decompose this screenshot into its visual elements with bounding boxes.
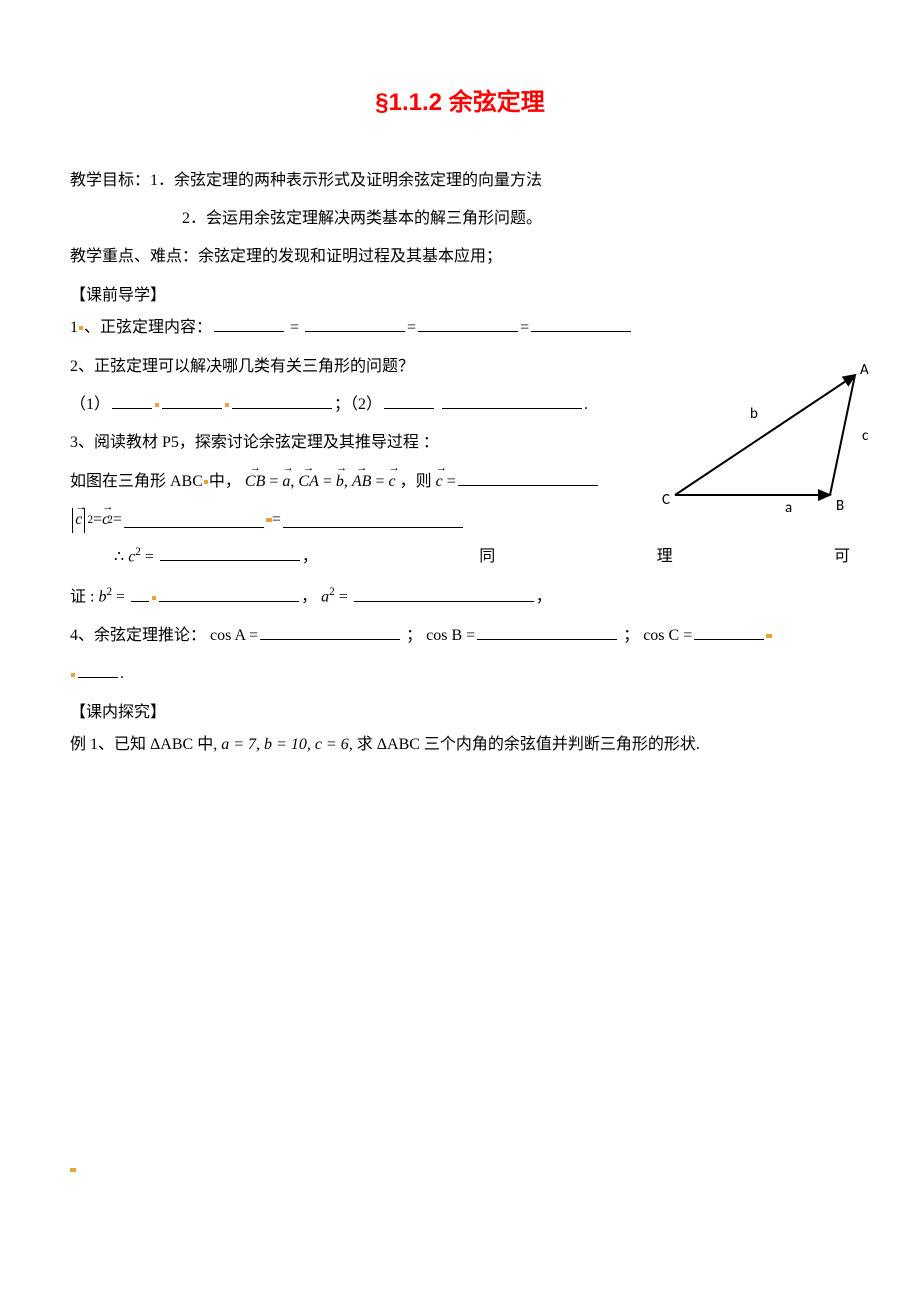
vertex-c-label: C bbox=[662, 491, 670, 509]
vector-ab: →AB bbox=[352, 467, 372, 497]
vector-c-mag: →c bbox=[75, 505, 82, 535]
vertex-a-label: A bbox=[860, 361, 869, 379]
blank-field bbox=[112, 393, 152, 409]
same-reason-1: 同 bbox=[479, 542, 495, 572]
cos-c: ； cos C = bbox=[623, 627, 692, 644]
objective-1: 1．余弦定理的两种表示形式及证明余弦定理的向量方法 bbox=[150, 172, 542, 189]
equals-sign: = bbox=[269, 473, 282, 490]
equals-sign: = bbox=[520, 319, 529, 336]
accent-dot-icon bbox=[155, 403, 159, 407]
question-1: 1 、正弦定理内容： = = = bbox=[70, 313, 850, 343]
blank-field bbox=[131, 586, 149, 602]
triangle-diagram: A B C b c a bbox=[660, 360, 890, 530]
blank-field bbox=[283, 512, 463, 528]
vector-ca: →CA bbox=[298, 467, 318, 497]
a-squared: a bbox=[321, 589, 329, 606]
blank-field bbox=[384, 393, 434, 409]
side-a-label: a bbox=[785, 499, 792, 517]
ex1-triangle-2: ΔABC bbox=[377, 736, 420, 753]
accent-dot-icon bbox=[204, 480, 208, 484]
abs-bar-icon bbox=[72, 508, 73, 534]
accent-dot-icon bbox=[766, 634, 772, 638]
side-b-label: b bbox=[750, 405, 758, 423]
equals-sign: = bbox=[407, 319, 416, 336]
same-reason-3: 可 bbox=[834, 542, 850, 572]
blank-field bbox=[232, 393, 332, 409]
vector-c-sq: →c bbox=[102, 505, 109, 535]
accent-dot-icon bbox=[152, 596, 156, 600]
objectives-label: 教学目标： bbox=[70, 172, 150, 189]
ex1-values: a = 7, b = 10, c = 6, bbox=[221, 736, 353, 753]
q3-then: ，则 bbox=[400, 473, 432, 490]
blank-field bbox=[160, 545, 300, 561]
prelearn-heading: 【课前导学】 bbox=[70, 281, 850, 311]
equals-sign: = bbox=[323, 473, 336, 490]
inclass-heading: 【课内探究】 bbox=[70, 698, 850, 728]
blank-field bbox=[124, 512, 264, 528]
blank-field bbox=[214, 316, 284, 332]
doc-title: §1.1.2 余弦定理 bbox=[70, 80, 850, 126]
ex1-mid: 中, bbox=[197, 736, 217, 753]
blank-field bbox=[162, 393, 222, 409]
prove-label: 证 : bbox=[70, 589, 94, 606]
q1-text: 、正弦定理内容： bbox=[84, 319, 212, 336]
example-1: 例 1、已知 ΔABC 中, a = 7, b = 10, c = 6, 求 Δ… bbox=[70, 730, 850, 760]
equals-sign: = bbox=[272, 505, 281, 535]
objective-2: 2．会运用余弦定理解决两类基本的解三角形问题。 bbox=[70, 204, 850, 234]
vertex-b-label: B bbox=[836, 497, 844, 515]
blank-field bbox=[159, 586, 299, 602]
accent-dot-icon bbox=[225, 403, 229, 407]
same-reason-2: 理 bbox=[657, 542, 673, 572]
q1-num: 1 bbox=[70, 319, 78, 336]
therefore-symbol: ∴ bbox=[114, 548, 124, 565]
prove-row: 证 : b2 = ， a2 = ， bbox=[70, 582, 850, 613]
equals-sign: = bbox=[113, 505, 122, 535]
blank-field bbox=[531, 316, 631, 332]
vector-a: →a bbox=[282, 467, 290, 497]
blank-field bbox=[78, 662, 118, 678]
edge-ba bbox=[830, 375, 855, 495]
ex1-triangle: ΔABC bbox=[150, 736, 193, 753]
blank-field bbox=[442, 393, 582, 409]
q3-mid-text: 中， bbox=[209, 473, 241, 490]
blank-field bbox=[260, 624, 400, 640]
blank-field bbox=[458, 470, 598, 486]
equals-sign: = bbox=[93, 505, 102, 535]
vector-c: →c bbox=[388, 467, 395, 497]
keypoints: 教学重点、难点：余弦定理的发现和证明过程及其基本应用； bbox=[70, 242, 850, 272]
q4-pre: 4、余弦定理推论： bbox=[70, 627, 206, 644]
accent-dot-icon bbox=[79, 326, 83, 330]
blank-field bbox=[354, 586, 534, 602]
cos-a: cos A = bbox=[210, 627, 258, 644]
question-4-cont: . bbox=[70, 659, 850, 689]
vector-cb: →CB bbox=[245, 467, 265, 497]
q2-sub2-label: ；（2） bbox=[334, 396, 382, 413]
question-4: 4、余弦定理推论： cos A = ； cos B = ； cos C = bbox=[70, 621, 850, 651]
blank-field bbox=[694, 624, 764, 640]
side-c-label: c bbox=[862, 427, 869, 445]
period: . bbox=[120, 665, 124, 682]
accent-dot-icon bbox=[71, 673, 75, 677]
blank-field bbox=[418, 316, 518, 332]
vector-c-rhs: →c bbox=[436, 467, 443, 497]
vector-b: →b bbox=[336, 467, 344, 497]
ex1-pre: 例 1、已知 bbox=[70, 736, 146, 753]
accent-dot-icon bbox=[70, 1168, 76, 1172]
q3-pre-text: 如图在三角形 ABC bbox=[70, 473, 203, 490]
figure-region: A B C b c a （1）；（2） . 3、阅读教材 P5，探索讨论余弦定理… bbox=[70, 390, 850, 536]
therefore-row: ∴ c2 = ， 同 理 可 bbox=[70, 542, 850, 573]
ex1-post: 三个内角的余弦值并判断三角形的形状. bbox=[424, 736, 700, 753]
blank-field bbox=[477, 624, 617, 640]
q2-sub1-label: （1） bbox=[70, 396, 110, 413]
cos-b: ； cos B = bbox=[406, 627, 475, 644]
equals-sign: = bbox=[290, 319, 303, 336]
objectives-line-1: 教学目标：1．余弦定理的两种表示形式及证明余弦定理的向量方法 bbox=[70, 166, 850, 196]
q2-end: . bbox=[584, 396, 588, 413]
edge-ca bbox=[675, 375, 855, 495]
blank-field bbox=[305, 316, 405, 332]
equals-sign: = bbox=[375, 473, 388, 490]
ex1-mid2: 求 bbox=[357, 736, 373, 753]
